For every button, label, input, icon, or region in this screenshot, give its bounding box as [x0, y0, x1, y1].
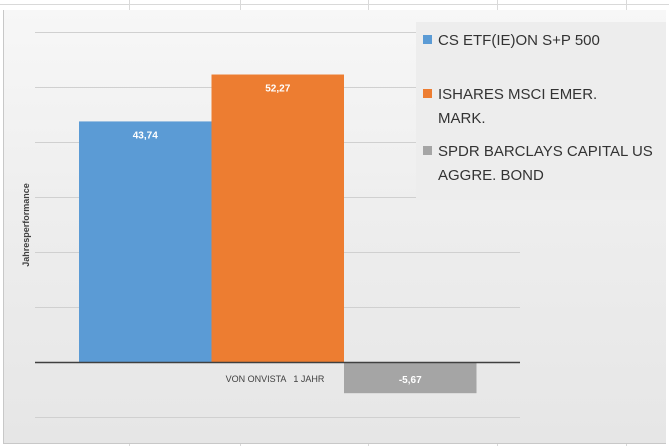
- x-axis-category-label: VON ONVISTA 1 JAHR: [226, 374, 325, 384]
- data-label-3: -5,67: [399, 375, 422, 386]
- legend-label-1: CS ETF(IE)ON S+P 500: [438, 32, 600, 49]
- bar-1: [79, 121, 212, 363]
- sheet-gridline: [0, 4, 669, 5]
- data-label-1: 43,74: [133, 130, 158, 141]
- bar-3: [344, 362, 477, 394]
- legend-swatch-2: [423, 89, 432, 98]
- bar-2: [211, 74, 344, 362]
- chart-legend: CS ETF(IE)ON S+P 500 ISHARES MSCI EMER. MA…: [416, 22, 666, 200]
- data-label-2: 52,27: [265, 84, 290, 95]
- data-labels: 43,74 52,27 -5,67: [133, 84, 422, 387]
- legend-swatch-3: [423, 146, 432, 155]
- legend-label-3: AGGRE. BOND: [438, 167, 544, 184]
- legend-label-3: SPDR BARCLAYS CAPITAL US: [438, 143, 653, 160]
- y-axis-label: Jahresperformance: [21, 183, 31, 267]
- legend-swatch-1: [423, 35, 432, 44]
- chart-bars: [79, 74, 477, 394]
- legend-label-2: MARK.: [438, 110, 486, 127]
- legend-background: [416, 22, 666, 200]
- legend-label-2: ISHARES MSCI EMER.: [438, 86, 597, 103]
